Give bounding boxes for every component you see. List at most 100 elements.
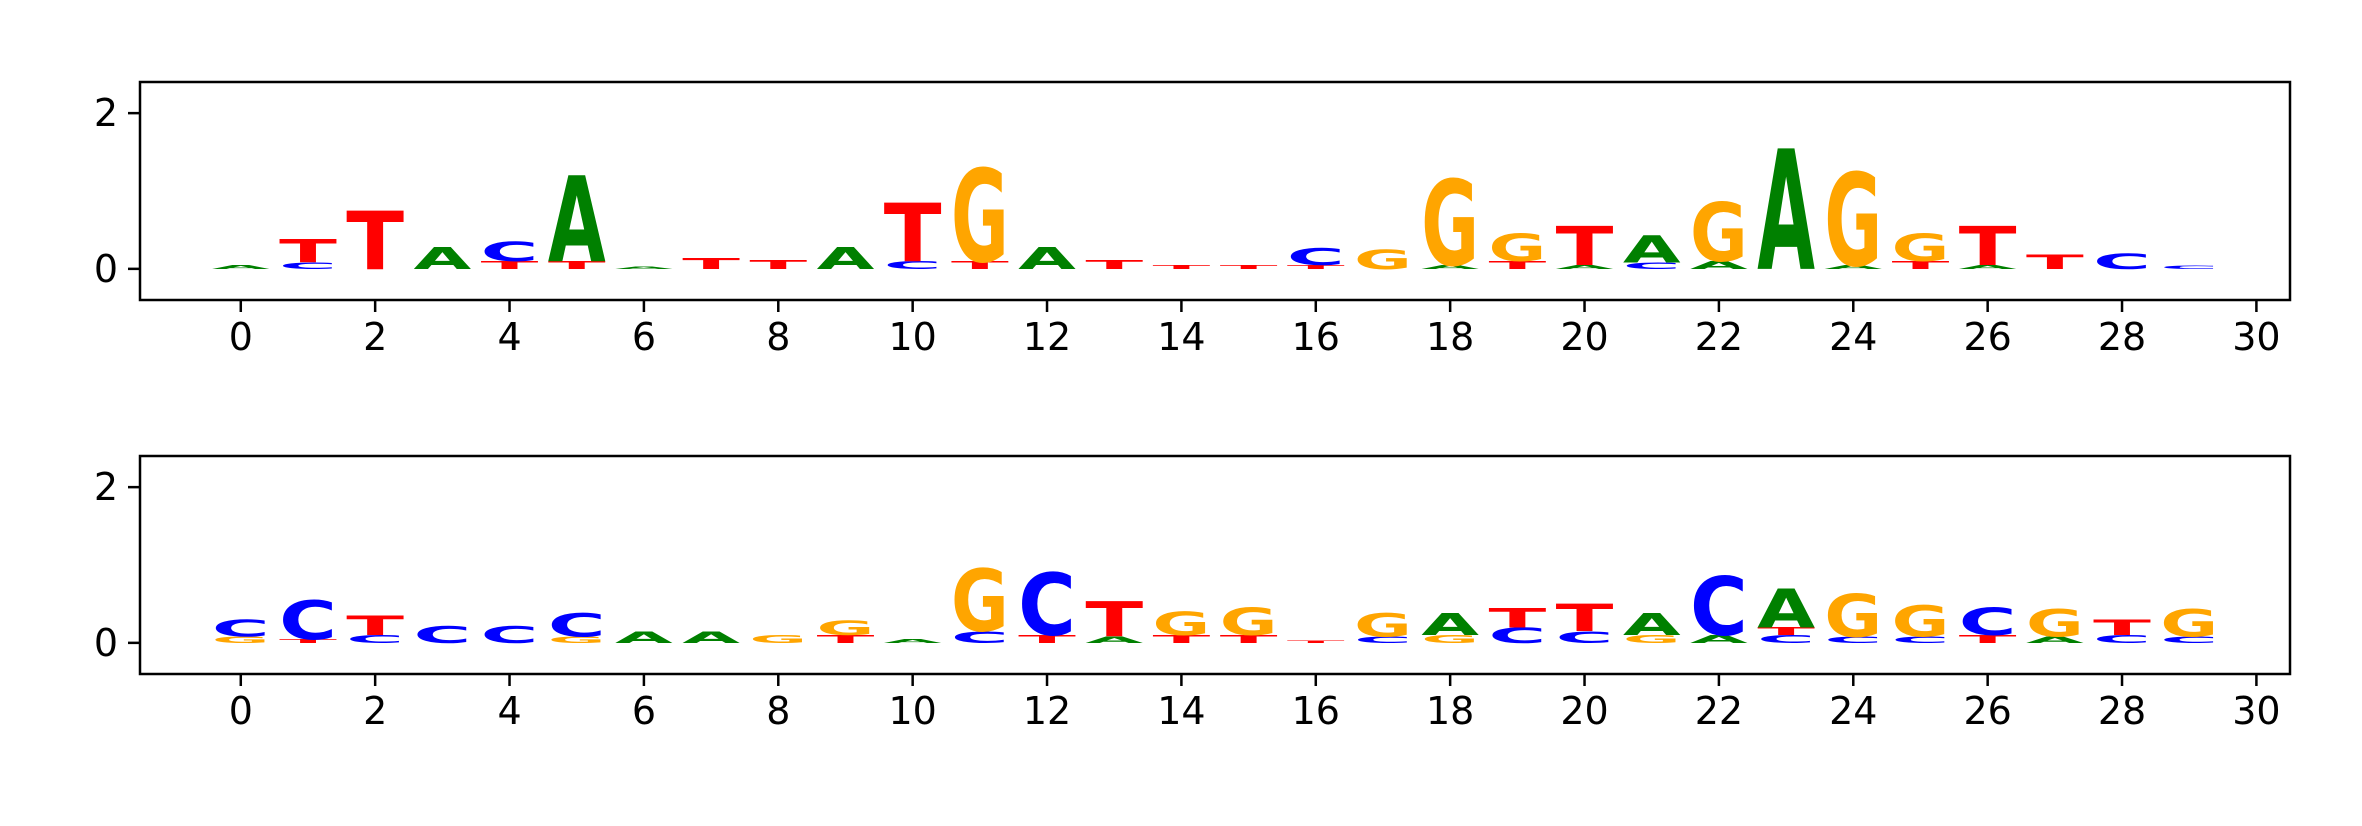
logo-letter-t: T	[817, 633, 875, 645]
x-tick-label: 14	[1157, 315, 1205, 359]
x-tick-label: 16	[1292, 689, 1340, 733]
x-tick-label: 26	[1963, 689, 2011, 733]
logo-letter-c: C	[1892, 635, 1950, 645]
logo-letter-g: G	[1824, 147, 1882, 296]
logo-letter-a: A	[615, 266, 673, 270]
logo-letter-c: C	[212, 615, 270, 642]
logo-letter-a: A	[1556, 264, 1614, 270]
logo-letter-g: G	[1220, 601, 1278, 644]
logo-letter-t: T	[548, 259, 606, 271]
logo-letter-t: T	[279, 638, 337, 644]
logo-letter-c: C	[1757, 633, 1815, 645]
logo-letter-a: A	[817, 242, 875, 277]
logo-letter-g: G	[1354, 244, 1412, 275]
logo-letter-t: T	[749, 257, 807, 272]
logo-letter-t: T	[884, 188, 942, 280]
logo-letter-c: C	[279, 261, 337, 271]
y-tick-label: 0	[94, 621, 118, 665]
logo-letter-a: A	[548, 154, 606, 290]
logo-letter-c: C	[481, 621, 539, 648]
logo-letter-t: T	[1085, 257, 1143, 272]
logo-letter-t: T	[1287, 640, 1345, 644]
logo-letter-a: A	[1421, 264, 1479, 270]
x-tick-label: 22	[1695, 689, 1743, 733]
x-tick-label: 4	[497, 689, 521, 733]
logo-letter-t: T	[279, 234, 337, 271]
logo-letters: A CT T A TC TA A T T A CT TG A T T T TC G AG TG AT CA AG A AG TG A…	[212, 117, 2218, 309]
logo-letter-a: A	[1018, 242, 1076, 277]
logo-letter-t: T	[682, 255, 740, 272]
x-tick-label: 26	[1963, 315, 2011, 359]
x-tick-label: 28	[2098, 315, 2146, 359]
logo-letter-a: A	[1959, 264, 2017, 270]
logo-letter-a: A	[2026, 635, 2084, 645]
logo-letter-t: T	[1018, 633, 1076, 645]
logo-letter-g: G	[749, 633, 807, 646]
logo-letter-g: G	[1488, 227, 1546, 270]
logo-letter-t: T	[2026, 251, 2084, 273]
logo-letter-c: C	[884, 259, 942, 271]
logo-letter-c: C	[2160, 635, 2218, 645]
x-tick-label: 30	[2232, 315, 2280, 359]
logo-letter-g: G	[1623, 633, 1681, 646]
logo-letter-a: A	[1757, 579, 1815, 641]
x-tick-label: 6	[632, 689, 656, 733]
logo-letter-t: T	[951, 259, 1009, 271]
logo-letter-c: C	[1623, 261, 1681, 271]
logo-letter-c: C	[548, 607, 606, 644]
logo-letter-c: C	[1959, 601, 2017, 645]
logo-letter-a: A	[615, 628, 673, 647]
x-tick-label: 6	[632, 315, 656, 359]
x-tick-label: 24	[1829, 315, 1877, 359]
logo-letter-g: G	[548, 635, 606, 645]
logo-letter-g: G	[2160, 603, 2218, 646]
y-tick-label: 2	[94, 91, 118, 135]
logo-letter-c: C	[1824, 635, 1882, 645]
axes-frame	[138, 454, 2292, 676]
x-tick-label: 28	[2098, 689, 2146, 733]
x-tick-label: 0	[229, 689, 253, 733]
logo-letter-g: G	[817, 618, 875, 640]
x-tick-label: 10	[888, 315, 936, 359]
logo-letter-t: T	[1959, 633, 2017, 645]
logo-letter-t: T	[481, 259, 539, 271]
logo-letter-c: C	[2093, 633, 2151, 645]
x-tick-label: 18	[1426, 315, 1474, 359]
x-tick-label: 8	[766, 315, 790, 359]
x-tick-label: 20	[1560, 689, 1608, 733]
logo-letter-a: A	[1690, 259, 1748, 271]
logo-letter-a: A	[413, 242, 471, 277]
x-tick-label: 2	[363, 689, 387, 733]
x-tick-label: 16	[1292, 315, 1340, 359]
logo-letter-t: T	[1959, 215, 2017, 278]
logo-letter-a: A	[1421, 608, 1479, 643]
logo-letter-c: C	[2093, 249, 2151, 274]
logo-letter-a: A	[1623, 608, 1681, 643]
logo-letter-a: A	[212, 264, 270, 270]
logo-letter-t: T	[1220, 633, 1278, 645]
logo-letter-c: C	[279, 590, 337, 652]
logo-letter-t: T	[1488, 603, 1546, 634]
logo-panel-top: A CT T A TC TA A T T A CT TG A T T T TC G AG TG AT CA AG A AG TG A…	[94, 80, 2292, 359]
logo-letter-t: T	[1556, 597, 1614, 640]
logo-letter-c: C	[481, 236, 539, 267]
x-tick-label: 14	[1157, 689, 1205, 733]
logo-letter-t: T	[346, 196, 404, 288]
logo-letter-g: G	[1824, 583, 1882, 651]
logo-letter-t: T	[1757, 625, 1815, 637]
logo-letter-t: T	[1892, 259, 1950, 271]
logo-letter-g: G	[1892, 597, 1950, 647]
logo-letter-g: G	[1153, 605, 1211, 642]
x-tick-label: 24	[1829, 689, 1877, 733]
axes-frame	[138, 80, 2292, 302]
logo-letter-g: G	[2026, 603, 2084, 646]
logo-letter-c: C	[346, 633, 404, 645]
logo-letter-g: G	[951, 553, 1009, 652]
logo-letter-c: C	[1287, 243, 1345, 270]
logo-letter-g: G	[212, 635, 270, 645]
x-tick-label: 30	[2232, 689, 2280, 733]
logo-letter-c: C	[2160, 265, 2218, 270]
